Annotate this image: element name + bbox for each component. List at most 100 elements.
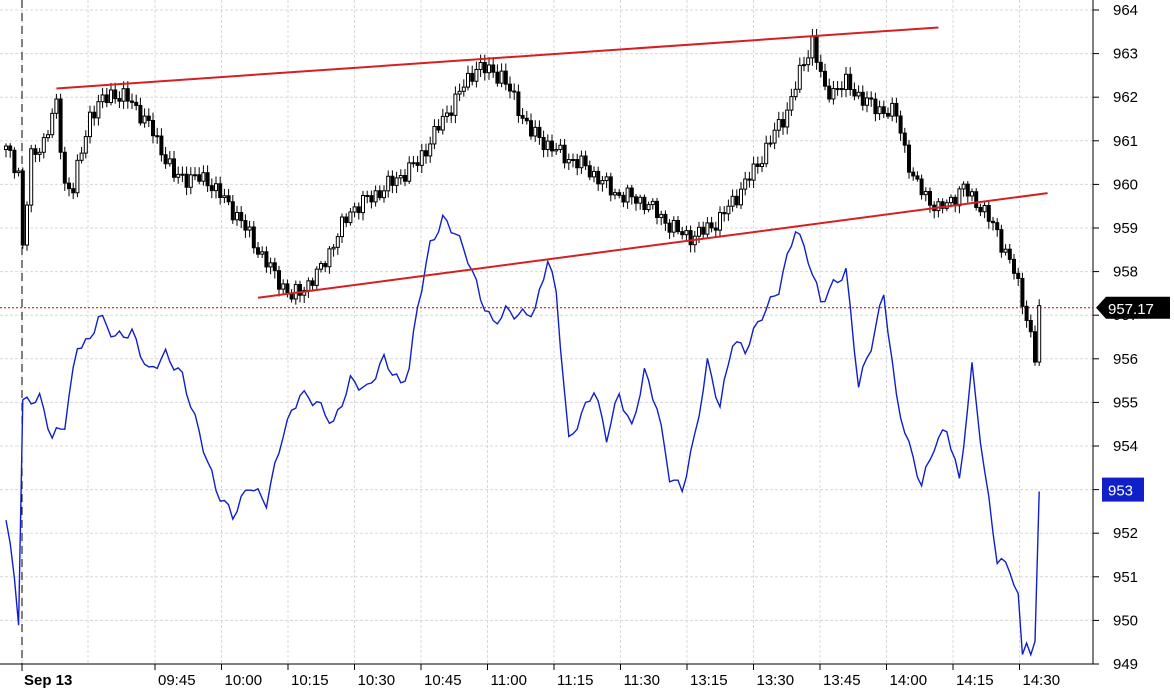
candle (503, 63, 508, 91)
candle (529, 113, 533, 140)
candle (827, 78, 832, 103)
candle (760, 156, 764, 173)
candle-body (348, 211, 353, 224)
candle (802, 56, 806, 72)
candle (487, 57, 491, 80)
candle-body (592, 170, 596, 178)
candle (264, 246, 269, 273)
candle-body (92, 111, 97, 119)
candle-body (928, 191, 932, 206)
candle (277, 265, 281, 297)
candle (642, 194, 647, 215)
plot-background (0, 0, 1093, 664)
candle-body (230, 201, 235, 221)
candle (776, 111, 781, 138)
candle-body (923, 191, 928, 196)
candle-body (520, 114, 525, 119)
candle (193, 167, 197, 181)
candle (554, 142, 559, 155)
candle (919, 174, 924, 200)
candle-body (776, 119, 781, 131)
line-series-path (5, 213, 1040, 657)
candle (495, 64, 500, 87)
candle-body (46, 134, 50, 139)
candle (29, 144, 34, 213)
candle (646, 201, 651, 213)
candle-body (869, 97, 874, 100)
candle (58, 93, 63, 160)
candle (457, 83, 462, 102)
candle-body (734, 195, 739, 206)
candle (726, 199, 731, 221)
candle (886, 107, 890, 120)
candle (398, 169, 403, 185)
y-tick-label: 962 (1113, 89, 1138, 106)
candle-body (369, 195, 374, 203)
candle (1037, 299, 1042, 366)
candle (172, 151, 176, 182)
candle (100, 88, 105, 109)
candle (676, 215, 680, 235)
candle (50, 108, 55, 139)
candle-body (995, 222, 1000, 231)
candle-body (545, 140, 550, 151)
candle (923, 187, 928, 202)
candle (268, 257, 273, 275)
candle-body (558, 144, 563, 150)
candle-body (407, 162, 412, 182)
candle (978, 203, 983, 217)
candle (550, 134, 554, 157)
candle-body (201, 172, 206, 182)
candle (579, 150, 584, 174)
candle (390, 170, 395, 194)
candle-body (256, 247, 260, 255)
candle (386, 170, 391, 198)
candle-body (495, 71, 500, 84)
candle (449, 105, 454, 123)
candle-body (1012, 258, 1016, 274)
x-tick-label: 14:15 (956, 672, 994, 689)
candle-body (503, 70, 508, 85)
candle-body (62, 151, 67, 184)
candle (638, 194, 643, 210)
candle (180, 166, 185, 182)
candle-body (4, 145, 8, 151)
candle-body (251, 226, 256, 249)
candle (1020, 272, 1025, 315)
candle (92, 105, 97, 126)
candle-body (285, 283, 290, 294)
candle-body (365, 195, 370, 198)
candle (46, 129, 50, 142)
candle (361, 190, 365, 221)
candle-body (533, 126, 538, 137)
candle-body (314, 268, 319, 286)
candle (415, 155, 420, 172)
candle (159, 128, 164, 162)
x-tick-label: 09:45 (158, 672, 196, 689)
candle-body (793, 88, 798, 98)
candle (587, 160, 592, 181)
x-tick-label: 14:00 (890, 672, 928, 689)
candle-body (403, 175, 407, 182)
candle-body (209, 185, 214, 192)
line-value-badge-shape (1102, 477, 1144, 502)
candle-body (965, 183, 970, 197)
candle-body (961, 183, 966, 190)
candle (260, 246, 265, 258)
candle-body (978, 206, 983, 213)
candle-body (377, 190, 382, 199)
candle-body (428, 143, 433, 157)
candle-body (1007, 248, 1012, 260)
x-tick-label: 11:00 (491, 672, 527, 689)
candle-body (419, 150, 424, 166)
candle-body (638, 196, 643, 204)
y-tick-label: 950 (1113, 612, 1138, 629)
candle-body (768, 142, 773, 145)
candle-body (529, 120, 533, 137)
candle-body (188, 174, 193, 188)
candle (671, 216, 676, 238)
candle (432, 119, 437, 150)
candle (562, 139, 567, 169)
candle-body (797, 64, 802, 90)
candle-body (604, 176, 609, 182)
